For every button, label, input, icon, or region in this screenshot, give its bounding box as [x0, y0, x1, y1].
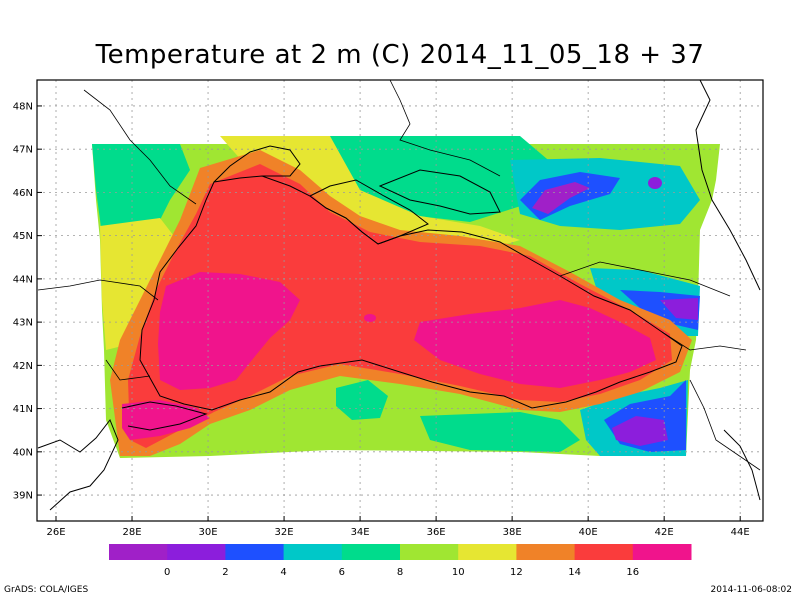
- country-borders: [37, 79, 761, 471]
- x-tick-label: 44E: [731, 527, 750, 538]
- colorbar-label: 2: [222, 567, 228, 578]
- colorbar-swatch: [574, 544, 634, 560]
- x-tick-label: 34E: [351, 527, 370, 538]
- colorbar-swatch: [225, 544, 285, 560]
- border-georgia-turkey: [661, 331, 747, 351]
- x-tick-label: 36E: [427, 527, 446, 538]
- border-romania-bulgaria: [37, 279, 159, 301]
- colorbar-swatch: [167, 544, 226, 560]
- credit-label: GrADS: COLA/IGES: [4, 585, 89, 595]
- kalmykia-purple-core: [532, 182, 590, 214]
- black-sea-coast: [139, 175, 683, 411]
- coastlines: [37, 79, 761, 511]
- colorbar-label: 14: [568, 567, 581, 578]
- colorbar-swatch: [632, 544, 692, 560]
- east-coast-fragment: [723, 429, 761, 501]
- caucasus-purple-core: [660, 298, 698, 320]
- y-tick-label: 40N: [13, 447, 33, 458]
- colorbar-label: 12: [510, 567, 523, 578]
- border-ukraine-russia: [389, 79, 501, 177]
- shaded-field: [92, 136, 720, 458]
- y-tick-label: 44N: [13, 274, 33, 285]
- y-tick-label: 39N: [13, 491, 33, 502]
- kalmykia-purple-spot: [648, 177, 662, 189]
- crimea-yellow-band: [220, 136, 520, 252]
- border-bulgaria-turkey: [105, 359, 151, 381]
- colorbar-swatch: [400, 544, 459, 560]
- plot-frame: [36, 79, 764, 522]
- x-tick-label: 26E: [46, 527, 65, 538]
- timestamp-label: 2014-11-06-08:02: [710, 585, 793, 595]
- y-tick-label: 48N: [13, 101, 33, 112]
- chart-title: Temperature at 2 m (C) 2014_11_05_18 + 3…: [95, 40, 705, 70]
- caspian-coast: [695, 79, 761, 291]
- colorbar-label: 10: [452, 567, 465, 578]
- colorbar-swatch: [458, 544, 517, 560]
- anatolia-green-patch: [336, 380, 388, 420]
- aegean-coast: [37, 419, 119, 511]
- azov-coast: [378, 169, 501, 215]
- central-sea-pink-spot: [364, 314, 376, 322]
- anatolia-purple-core: [612, 416, 668, 446]
- y-tick-label: 45N: [13, 231, 33, 242]
- y-tick-label: 41N: [13, 404, 33, 415]
- colorbar-label: 6: [339, 567, 345, 578]
- colorbar-swatch: [341, 544, 401, 560]
- x-tick-label: 40E: [579, 527, 598, 538]
- y-tick-label: 47N: [13, 145, 33, 156]
- colorbar-label: 0: [164, 567, 170, 578]
- crimea-coast: [309, 179, 429, 245]
- marmara-pink-core: [122, 400, 210, 440]
- ukraine-coast: [213, 145, 301, 183]
- anatolia-green-band: [420, 412, 580, 452]
- colorbar-label: 8: [397, 567, 403, 578]
- colorbar-label: 16: [626, 567, 639, 578]
- y-tick-label: 43N: [13, 318, 33, 329]
- border-anatolia-east: [689, 379, 761, 471]
- x-tick-label: 28E: [123, 527, 142, 538]
- romania-yellow-band: [100, 218, 180, 350]
- x-tick-label: 38E: [503, 527, 522, 538]
- colorbar-swatch: [516, 544, 576, 560]
- colorbar-swatch: [109, 544, 168, 560]
- lat-lon-grid: [37, 80, 763, 521]
- x-tick-label: 32E: [275, 527, 294, 538]
- y-tick-label: 46N: [13, 188, 33, 199]
- x-tick-label: 42E: [655, 527, 674, 538]
- y-tick-label: 42N: [13, 361, 33, 372]
- western-sea-pink-core: [158, 272, 300, 390]
- border-moldova: [83, 89, 197, 205]
- x-tick-label: 30E: [199, 527, 218, 538]
- marmara-coast: [121, 401, 208, 431]
- colorbar: 0 2 4 6 8 10 12 14 16: [109, 544, 692, 578]
- colorbar-label: 4: [280, 567, 286, 578]
- border-caucasus: [559, 261, 731, 297]
- y-axis-ticks: 39N 40N 41N 42N 43N 44N 45N 46N 47N 48N: [13, 101, 42, 502]
- colorbar-swatch: [283, 544, 343, 560]
- x-axis-ticks: 26E 28E 30E 32E 34E 36E 38E 40E 42E 44E: [46, 516, 750, 538]
